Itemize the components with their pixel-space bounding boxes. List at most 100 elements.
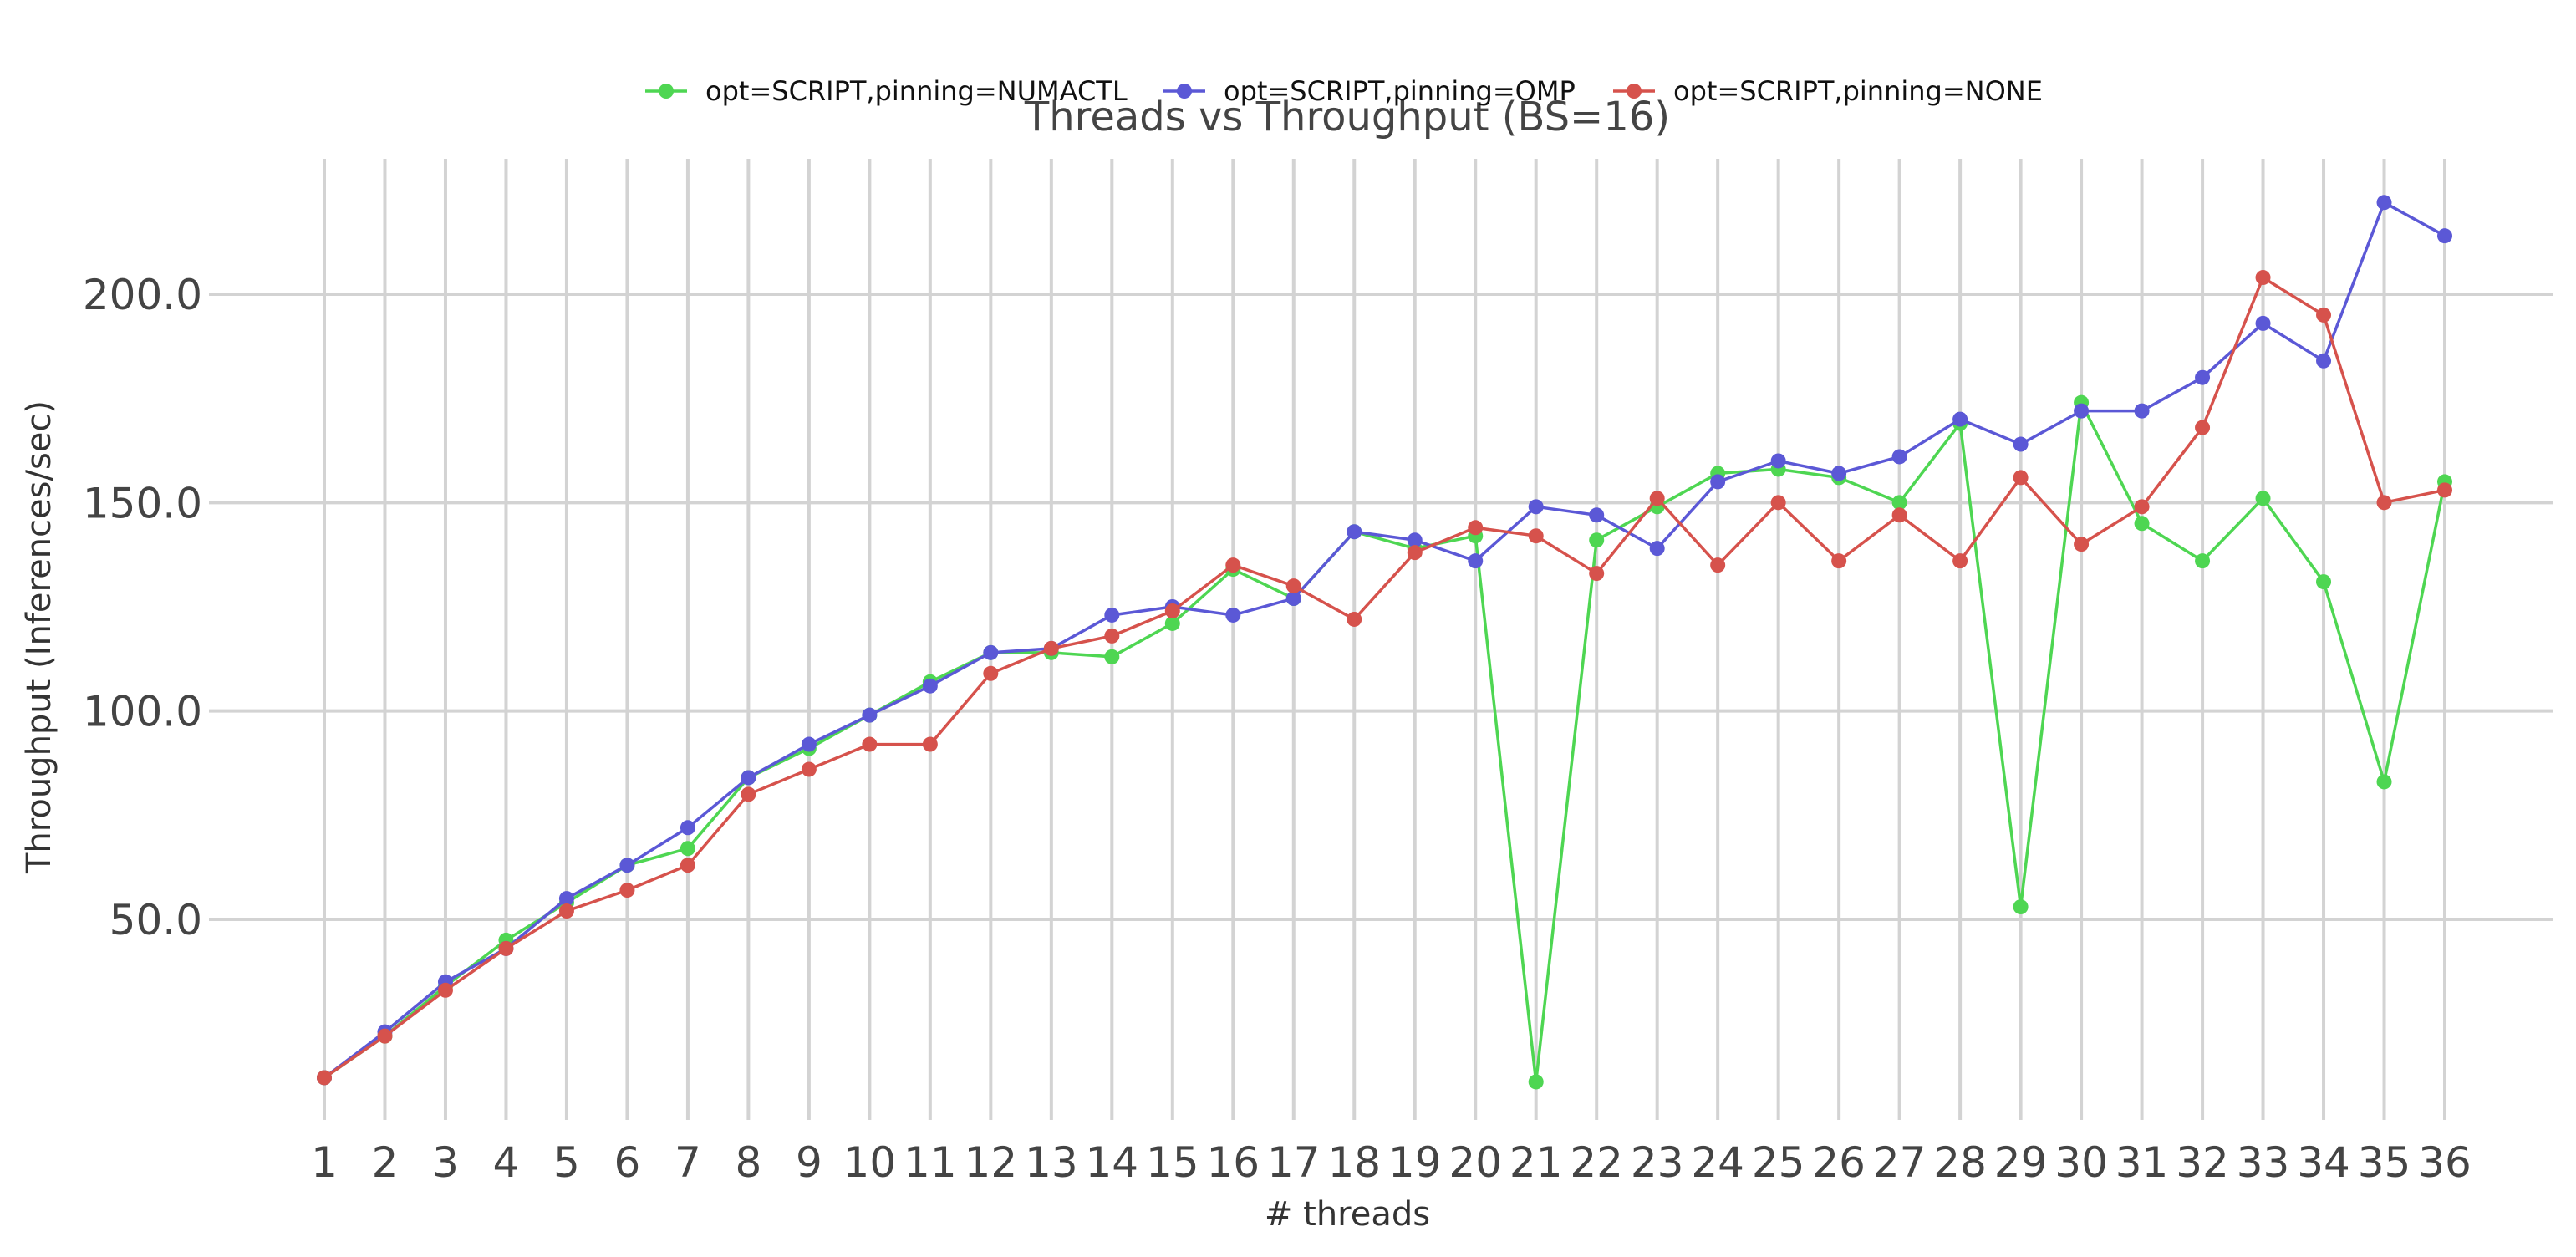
x-tick-label: 18 <box>1327 1138 1381 1187</box>
data-point <box>498 940 514 956</box>
data-point <box>619 858 635 873</box>
data-point <box>862 736 878 752</box>
data-point <box>2316 353 2332 369</box>
data-point <box>1831 553 1847 569</box>
data-point <box>2134 499 2150 515</box>
x-tick-label: 17 <box>1267 1138 1321 1187</box>
data-point <box>2195 369 2211 385</box>
y-tick-label: 150.0 <box>83 479 202 527</box>
x-tick-label: 15 <box>1146 1138 1199 1187</box>
data-point <box>1891 495 1907 511</box>
data-point <box>619 883 635 898</box>
data-point <box>801 761 817 777</box>
data-point <box>1589 532 1605 548</box>
x-tick-label: 10 <box>843 1138 897 1187</box>
data-point <box>1225 607 1241 623</box>
data-point <box>2376 774 2392 790</box>
x-tick-label: 23 <box>1631 1138 1684 1187</box>
x-tick-label: 6 <box>614 1138 641 1187</box>
x-tick-label: 14 <box>1086 1138 1139 1187</box>
data-point <box>2074 537 2090 552</box>
data-point <box>1589 566 1605 582</box>
data-point <box>1347 611 1362 627</box>
data-point <box>983 644 999 660</box>
x-tick-label: 36 <box>2418 1138 2472 1187</box>
x-tick-label: 25 <box>1752 1138 1805 1187</box>
x-tick-label: 33 <box>2237 1138 2290 1187</box>
data-point <box>2013 470 2029 486</box>
y-axis-title: Throughput (Inferences/sec) <box>20 400 59 874</box>
data-point <box>1891 449 1907 465</box>
data-point <box>1528 499 1544 515</box>
data-point <box>1649 541 1665 557</box>
y-tick-label: 100.0 <box>83 688 202 736</box>
data-point <box>922 678 938 694</box>
data-point <box>2437 482 2452 498</box>
legend-label: opt=SCRIPT,pinning=NONE <box>1673 75 2043 107</box>
data-point <box>1225 557 1241 573</box>
data-point <box>1468 553 1484 569</box>
data-point <box>1710 557 1726 573</box>
data-point <box>1528 1074 1544 1090</box>
data-point <box>1589 507 1605 523</box>
x-tick-label: 8 <box>735 1138 761 1187</box>
data-point <box>2316 574 2332 590</box>
legend-label: opt=SCRIPT,pinning=NUMACTL <box>705 75 1128 107</box>
x-tick-label: 27 <box>1873 1138 1927 1187</box>
data-point <box>1770 453 1786 469</box>
series-2 <box>317 195 2452 1086</box>
legend-item: opt=SCRIPT,pinning=NONE <box>1613 75 2043 107</box>
x-tick-label: 16 <box>1206 1138 1260 1187</box>
data-point <box>2195 420 2211 435</box>
x-tick-label: 28 <box>1933 1138 1987 1187</box>
data-point <box>1285 578 1301 594</box>
data-point <box>2134 403 2150 419</box>
data-point <box>2013 899 2029 915</box>
x-tick-label: 5 <box>553 1138 580 1187</box>
x-tick-label: 19 <box>1388 1138 1442 1187</box>
chart-title: Threads vs Throughput (BS=16) <box>1024 94 1670 140</box>
legend-item: opt=SCRIPT,pinning=OMP <box>1163 75 1576 107</box>
data-point <box>437 982 453 998</box>
x-axis-title: # threads <box>1265 1195 1430 1234</box>
y-tick-label: 50.0 <box>109 896 202 944</box>
legend-marker <box>1177 84 1192 99</box>
legend-item: opt=SCRIPT,pinning=NUMACTL <box>645 75 1128 107</box>
x-tick-label: 31 <box>2115 1138 2169 1187</box>
data-point <box>1104 607 1120 623</box>
data-point <box>2195 553 2211 569</box>
data-point <box>1043 640 1059 656</box>
data-point <box>1891 507 1907 523</box>
data-point <box>1710 474 1726 490</box>
legend-label: opt=SCRIPT,pinning=OMP <box>1224 75 1576 107</box>
x-tick-label: 21 <box>1509 1138 1563 1187</box>
data-point <box>2013 436 2029 452</box>
x-tick-label: 12 <box>965 1138 1018 1187</box>
x-tick-label: 11 <box>904 1138 957 1187</box>
data-point <box>801 736 817 752</box>
data-point <box>2376 195 2392 211</box>
grid-layer <box>209 159 2553 1120</box>
data-point <box>2316 307 2332 323</box>
data-point <box>741 770 756 786</box>
data-point <box>1164 615 1180 631</box>
legend: opt=SCRIPT,pinning=NUMACTL opt=SCRIPT,pin… <box>645 75 2043 107</box>
data-point <box>2437 228 2452 244</box>
data-point <box>558 903 574 919</box>
data-point <box>680 858 695 873</box>
data-point <box>1285 591 1301 607</box>
x-tick-label: 2 <box>372 1138 399 1187</box>
series-line <box>323 397 2446 1082</box>
series-layer <box>317 195 2452 1090</box>
data-point <box>1952 553 1968 569</box>
data-point <box>2255 270 2271 286</box>
x-tick-label: 9 <box>796 1138 822 1187</box>
data-point <box>983 665 999 681</box>
data-point <box>1649 491 1665 506</box>
axis-layer: Threads vs Throughput (BS=16) # threads … <box>20 94 2472 1234</box>
legend-marker <box>659 84 674 99</box>
data-point <box>2134 516 2150 532</box>
data-point <box>1104 628 1120 644</box>
